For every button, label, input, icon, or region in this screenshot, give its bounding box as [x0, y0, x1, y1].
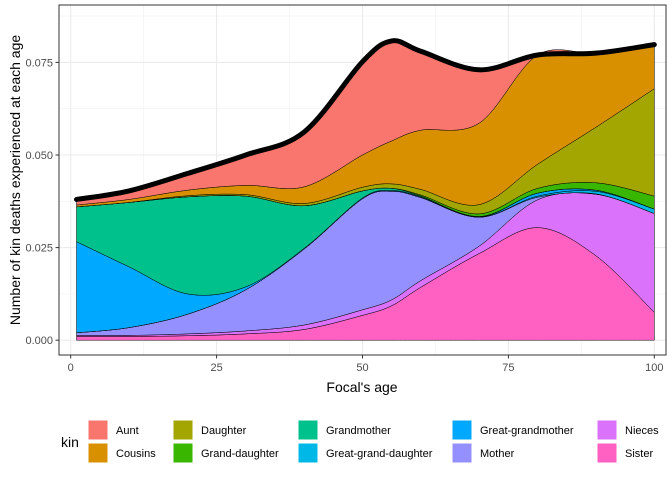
x-tick-label: 50	[356, 362, 368, 374]
total-outline	[74, 38, 657, 202]
y-tick-label: 0.075	[25, 57, 53, 69]
legend-key-mother	[451, 442, 473, 464]
x-tick-label: 0	[68, 362, 74, 374]
y-tick-label: 0.025	[25, 243, 53, 255]
legend-label-nieces: Nieces	[625, 425, 659, 437]
x-axis-title: Focal's age	[326, 379, 397, 395]
legend-label-sister: Sister	[625, 448, 653, 460]
legend-label-daughter: Daughter	[201, 425, 247, 437]
y-tick-label: 0.050	[25, 150, 53, 162]
legend-label-cousins: Cousins	[116, 448, 156, 460]
x-tick-label: 75	[502, 362, 514, 374]
legend-key-great-grandmother	[451, 419, 473, 441]
legend-key-nieces	[596, 419, 618, 441]
y-axis-title: Number of kin deaths experienced at each…	[7, 35, 23, 326]
plot-panel	[58, 4, 667, 356]
legend: kin Aunt Cousins Daughter Grand-daughter Gra…	[61, 419, 659, 464]
x-tick-label: 100	[645, 362, 663, 374]
x-tick-label: 25	[210, 362, 222, 374]
legend-key-grandmother	[297, 419, 319, 441]
y-tick-label: 0.000	[25, 335, 53, 347]
legend-key-cousins	[87, 442, 109, 464]
x-axis-ticks: 0 25 50 75 100	[68, 355, 664, 374]
legend-label-great-grandmother: Great-grandmother	[480, 425, 574, 437]
legend-label-grandmother: Grandmother	[326, 425, 391, 437]
legend-label-mother: Mother	[480, 448, 515, 460]
legend-label-great-grand-daughter: Great-grand-daughter	[326, 448, 433, 460]
legend-label-aunt: Aunt	[116, 425, 139, 437]
legend-key-aunt	[87, 419, 109, 441]
legend-key-daughter	[172, 419, 194, 441]
y-axis-ticks: 0.000 0.025 0.050 0.075	[25, 57, 59, 347]
legend-label-grand-daughter: Grand-daughter	[201, 448, 279, 460]
legend-key-great-grand-daughter	[297, 442, 319, 464]
legend-title: kin	[61, 434, 79, 450]
legend-key-grand-daughter	[172, 442, 194, 464]
legend-key-sister	[596, 442, 618, 464]
